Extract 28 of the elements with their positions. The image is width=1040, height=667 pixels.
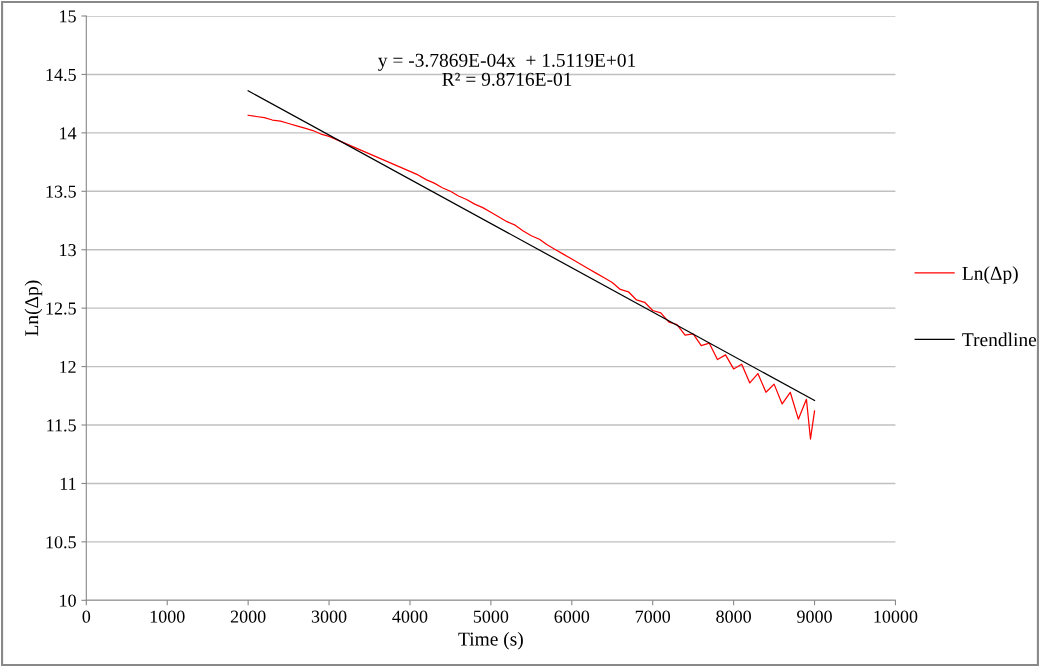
x-tick-label: 7000 (635, 610, 671, 623)
x-tick-label: 5000 (473, 610, 509, 623)
y-tick-label: 11 (60, 477, 76, 490)
x-tick-label: 2000 (230, 610, 266, 623)
y-tick-label: 12.5 (46, 302, 76, 315)
x-tick-label: 6000 (554, 610, 590, 623)
x-tick-label: 4000 (392, 610, 428, 623)
y-tick-label: 11.5 (47, 419, 76, 432)
y-tick-label: 10 (60, 594, 76, 607)
legend-label: Ln(Δp) (962, 266, 1018, 284)
x-tick-label: 0 (82, 610, 91, 623)
x-tick-label: 1000 (150, 610, 185, 623)
x-tick-label: 8000 (716, 610, 751, 623)
y-tick-label: 15 (60, 10, 76, 23)
x-tick-label: 9000 (797, 610, 832, 623)
line-series (247, 114, 816, 440)
x-tick-label: 3000 (311, 610, 347, 623)
y-tick-label: 14 (60, 127, 77, 140)
annotation: y = -3.7869E-04x + 1.5119E+01 R² = 9.8716E-01 (378, 53, 636, 86)
y-tick-label: 12 (60, 360, 76, 373)
y-tick-label: 13.5 (46, 185, 76, 198)
x-tick-label: 10000 (874, 610, 918, 623)
y-axis-title: Ln(Δp) (24, 280, 43, 336)
x-axis-title: Time (s) (458, 631, 523, 650)
y-tick-label: 10.5 (46, 536, 76, 549)
legend-label: Trendline (962, 332, 1037, 347)
y-tick-label: 13 (60, 244, 76, 257)
y-tick-label: 14.5 (46, 68, 76, 81)
